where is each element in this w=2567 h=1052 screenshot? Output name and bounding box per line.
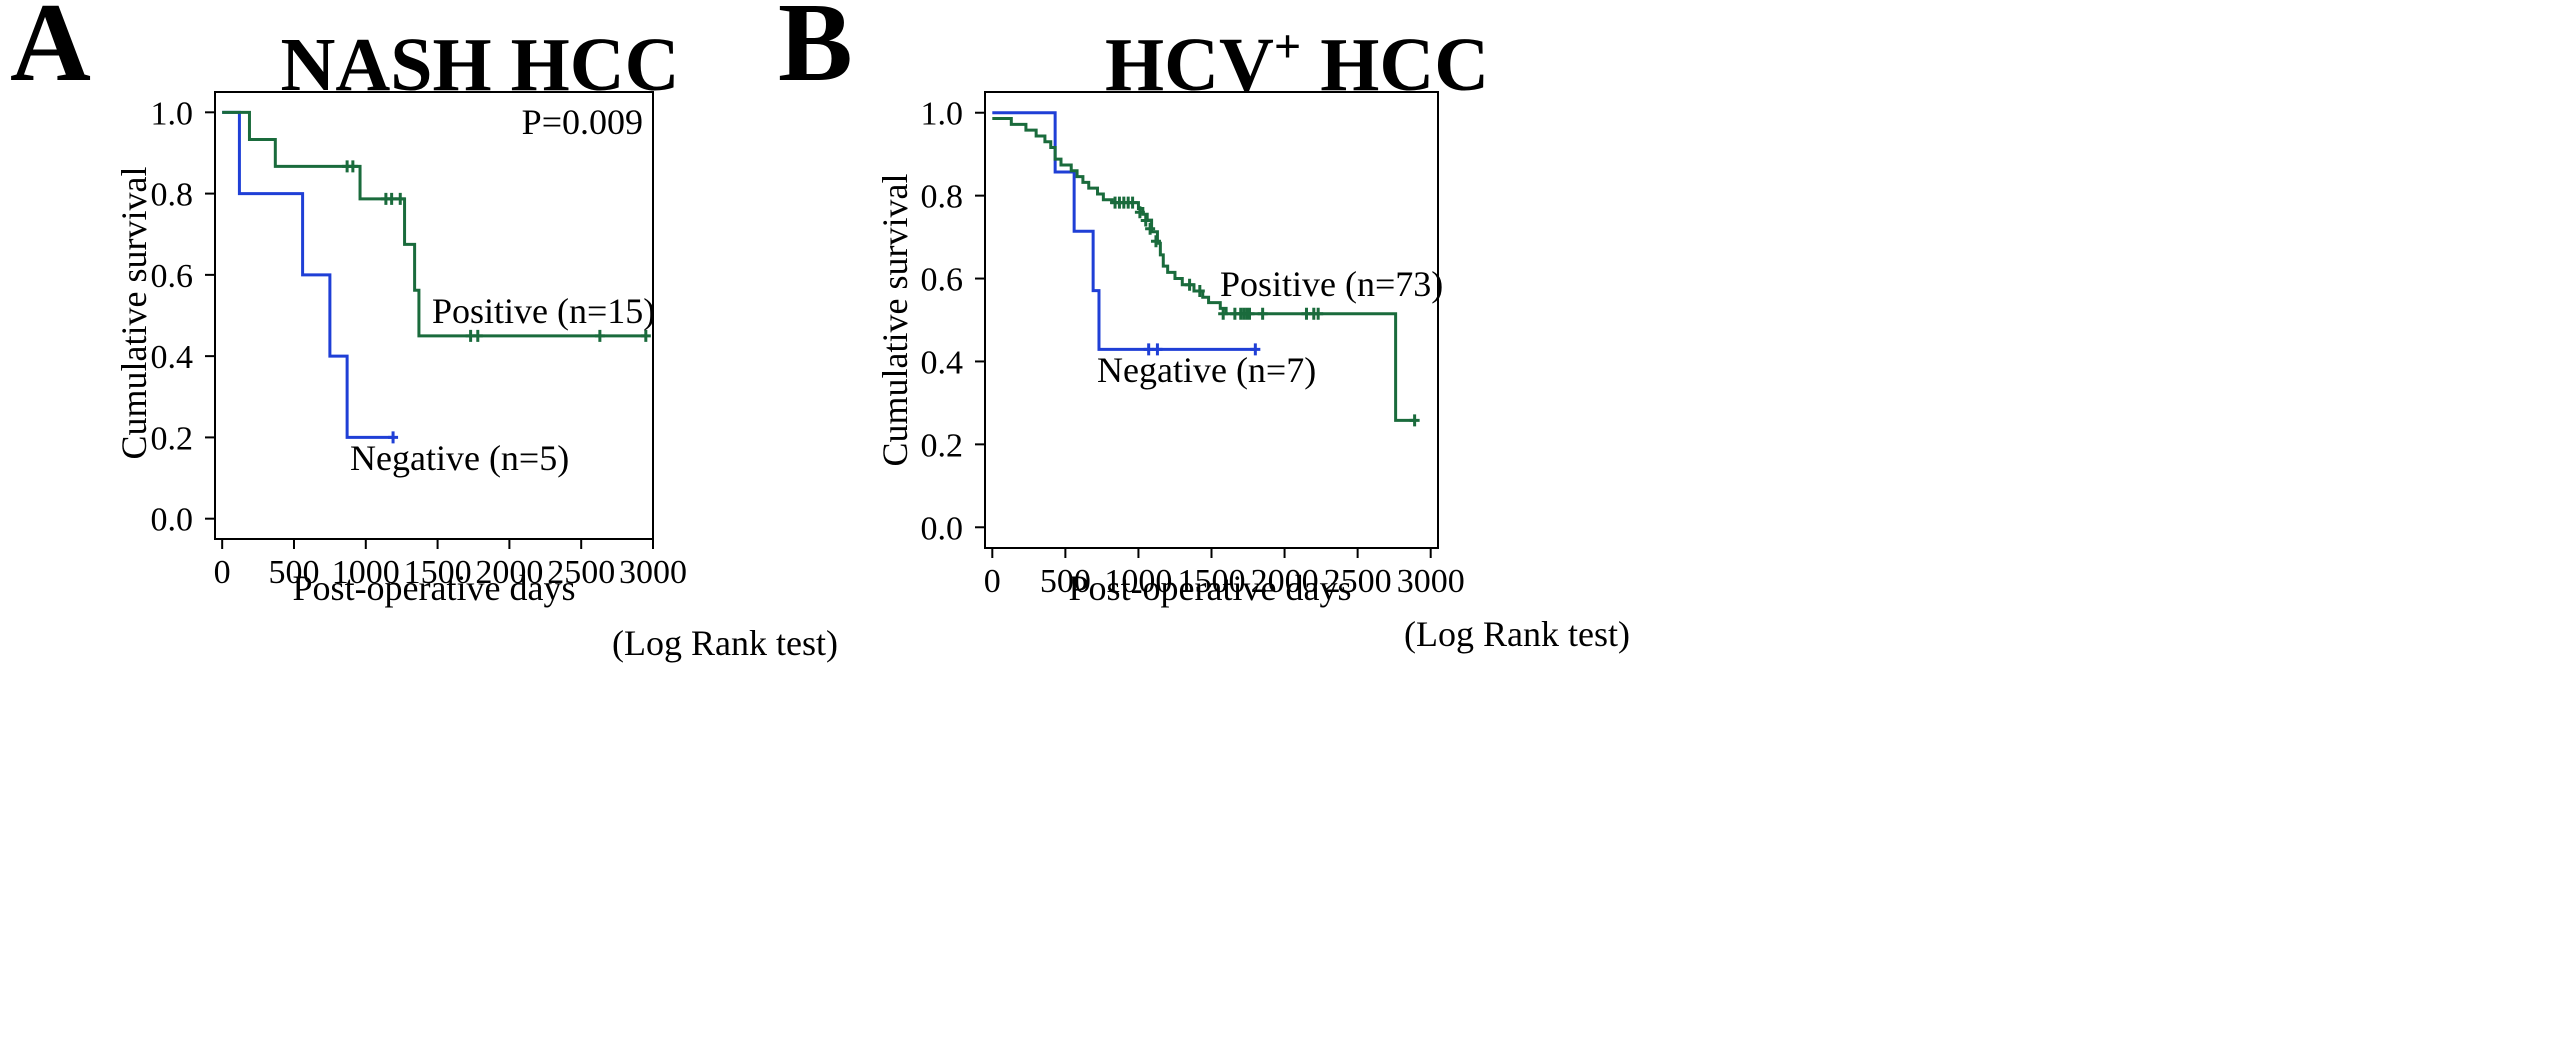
panel-b-positive-censor-mark: [1218, 307, 1229, 320]
panel-b-positive-censor-mark: [1140, 214, 1151, 227]
panel-a-x-tick-label: 1000: [332, 554, 400, 591]
panel-a-plot-area: 0 500 1000 1500 2000 2500 3000 0.0 0.2 0.4 0.6 0.8 1…: [151, 95, 688, 591]
panel-b-positive-censor-mark: [1409, 414, 1420, 427]
panel-a-y-tick-label: 0.0: [151, 502, 194, 539]
panel-b-positive-censor-mark: [1257, 307, 1268, 320]
panel-b-y-tick-label: 0.6: [921, 262, 964, 299]
panel-a-x-tick-label: 2500: [547, 554, 615, 591]
panel-b-negative-censor-mark: [1250, 343, 1261, 356]
panel-b-x-axis-label: Post-operative days: [1069, 568, 1352, 608]
panel-a-negative-censor-mark: [388, 431, 399, 444]
panel-a-x-tick-label: 1500: [404, 554, 472, 591]
panel-b-x-tick-label: 2000: [1251, 563, 1319, 600]
panel-a-positive-censor-mark: [347, 160, 358, 173]
panel-a-x-tick-label: 3000: [619, 554, 687, 591]
panel-b-x-tick-label: 1000: [1104, 563, 1172, 600]
panel-a-y-axis-label: Cumulative survival: [114, 167, 154, 460]
panel-a-letter: A: [10, 0, 91, 105]
panel-b-title-superscript: +: [1274, 20, 1301, 73]
panel-b-footnote: (Log Rank test): [1404, 614, 1630, 654]
panel-b-y-axis-label: Cumulative survival: [875, 174, 915, 467]
panel-b-positive-censor-mark: [1313, 307, 1324, 320]
panel-a-x-tick-label: 2000: [475, 554, 543, 591]
panel-a-x-tick-label: 500: [268, 554, 319, 591]
panel-b-title-suffix: HCC: [1301, 23, 1489, 107]
panel-b-plot-frame: [984, 91, 1439, 549]
panel-b-x-tick-label: 0: [984, 563, 1001, 600]
panel-b-positive-censor-mark: [1194, 284, 1205, 297]
panel-a-y-tick-label: 0.4: [151, 339, 194, 376]
panel-b-title-main: HCV: [1105, 23, 1274, 107]
panel-b-positive-censor-mark: [1244, 307, 1255, 320]
panel-b-y-tick-label: 0.8: [921, 179, 964, 216]
panel-b-y-tick-label: 0.4: [921, 344, 964, 381]
panel-b-positive-label: Positive (n=73): [1220, 264, 1443, 304]
panel-b-positive-censor-mark: [1184, 278, 1195, 291]
panel-b-x-tick-label: 1500: [1178, 563, 1246, 600]
panel-a-plot-frame: [214, 91, 654, 540]
panel-a-y-tick-label: 0.2: [151, 420, 194, 457]
panel-a-x-tick-label: 0: [214, 554, 231, 591]
panel-b-letter: B: [778, 0, 853, 105]
panel-b-positive-censor-mark: [1150, 235, 1161, 248]
panel-a-positive-censor-mark: [395, 192, 406, 205]
panel-b-positive-curve: [992, 117, 1415, 422]
panel-a-negative-label: Negative (n=5): [350, 438, 569, 478]
panel-a-y-tick-label: 0.8: [151, 177, 194, 214]
panel-b-y-tick-label: 0.0: [921, 510, 964, 547]
panel-b: B HCV+ HCC 0 500 1000 1500 2000 2500 3000 0.0 0.…: [778, 0, 1630, 654]
panel-a-positive-censor-mark: [386, 192, 397, 205]
panel-b-positive-censor-mark: [1127, 196, 1138, 209]
panel-a-p-value: P=0.009: [522, 102, 643, 142]
panel-a-positive-censor-mark: [594, 329, 605, 342]
panel-a: A NASH HCC 0 500 1000 1500 2000 2500 3000 0.0 0.…: [10, 0, 838, 663]
panel-a-y-tick-label: 1.0: [151, 95, 194, 132]
panel-b-positive-censor-mark: [1145, 222, 1156, 235]
panel-b-negative-censor-mark: [1143, 343, 1154, 356]
panel-b-y-tick-label: 0.2: [921, 427, 964, 464]
panel-b-negative-label: Negative (n=7): [1097, 350, 1316, 390]
panel-b-negative-censor-mark: [1152, 343, 1163, 356]
panel-a-positive-censor-mark: [472, 329, 483, 342]
panel-a-title: NASH HCC: [280, 23, 679, 107]
panel-a-negative-curve: [222, 110, 394, 439]
panel-b-x-tick-label: 500: [1040, 563, 1091, 600]
panel-a-positive-label: Positive (n=15): [432, 291, 655, 331]
panel-b-y-tick-label: 1.0: [921, 96, 964, 133]
panel-b-x-tick-label: 2500: [1324, 563, 1392, 600]
panel-a-positive-censor-mark: [640, 329, 651, 342]
panel-b-title: HCV+ HCC: [1105, 20, 1489, 107]
panel-a-footnote: (Log Rank test): [612, 623, 838, 663]
panel-b-plot-area: 0 500 1000 1500 2000 2500 3000 0.0 0.2 0.4 0.6 0.8 1…: [921, 96, 1465, 600]
panel-a-x-axis-label: Post-operative days: [293, 568, 576, 608]
panel-b-negative-curve: [992, 111, 1256, 351]
panel-b-positive-censor-mark: [1134, 206, 1145, 219]
panel-b-x-tick-label: 3000: [1397, 563, 1465, 600]
panel-a-y-tick-label: 0.6: [151, 258, 194, 295]
